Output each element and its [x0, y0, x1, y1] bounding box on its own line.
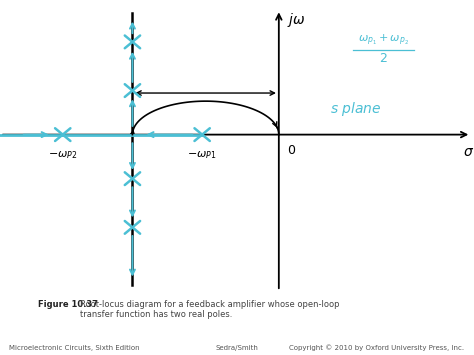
Text: Root-locus diagram for a feedback amplifier whose open-loop
transfer function ha: Root-locus diagram for a feedback amplif…	[80, 300, 339, 320]
Text: Copyright © 2010 by Oxford University Press, Inc.: Copyright © 2010 by Oxford University Pr…	[290, 345, 465, 351]
Text: $j\omega$: $j\omega$	[287, 11, 306, 29]
Text: $0$: $0$	[287, 144, 296, 157]
Text: Figure 10.37: Figure 10.37	[38, 300, 100, 309]
Text: $\sigma$: $\sigma$	[463, 145, 474, 159]
Text: $-\omega_{P1}$: $-\omega_{P1}$	[187, 150, 217, 162]
Text: $s$ plane: $s$ plane	[330, 100, 381, 118]
Text: $-\omega_{P2}$: $-\omega_{P2}$	[48, 150, 77, 162]
Text: Sedra/Smith: Sedra/Smith	[216, 345, 258, 351]
Text: $2$: $2$	[379, 52, 388, 65]
Text: Microelectronic Circuits, Sixth Edition: Microelectronic Circuits, Sixth Edition	[9, 345, 140, 351]
Text: $\omega_{p_1} + \omega_{p_2}$: $\omega_{p_1} + \omega_{p_2}$	[358, 32, 409, 48]
